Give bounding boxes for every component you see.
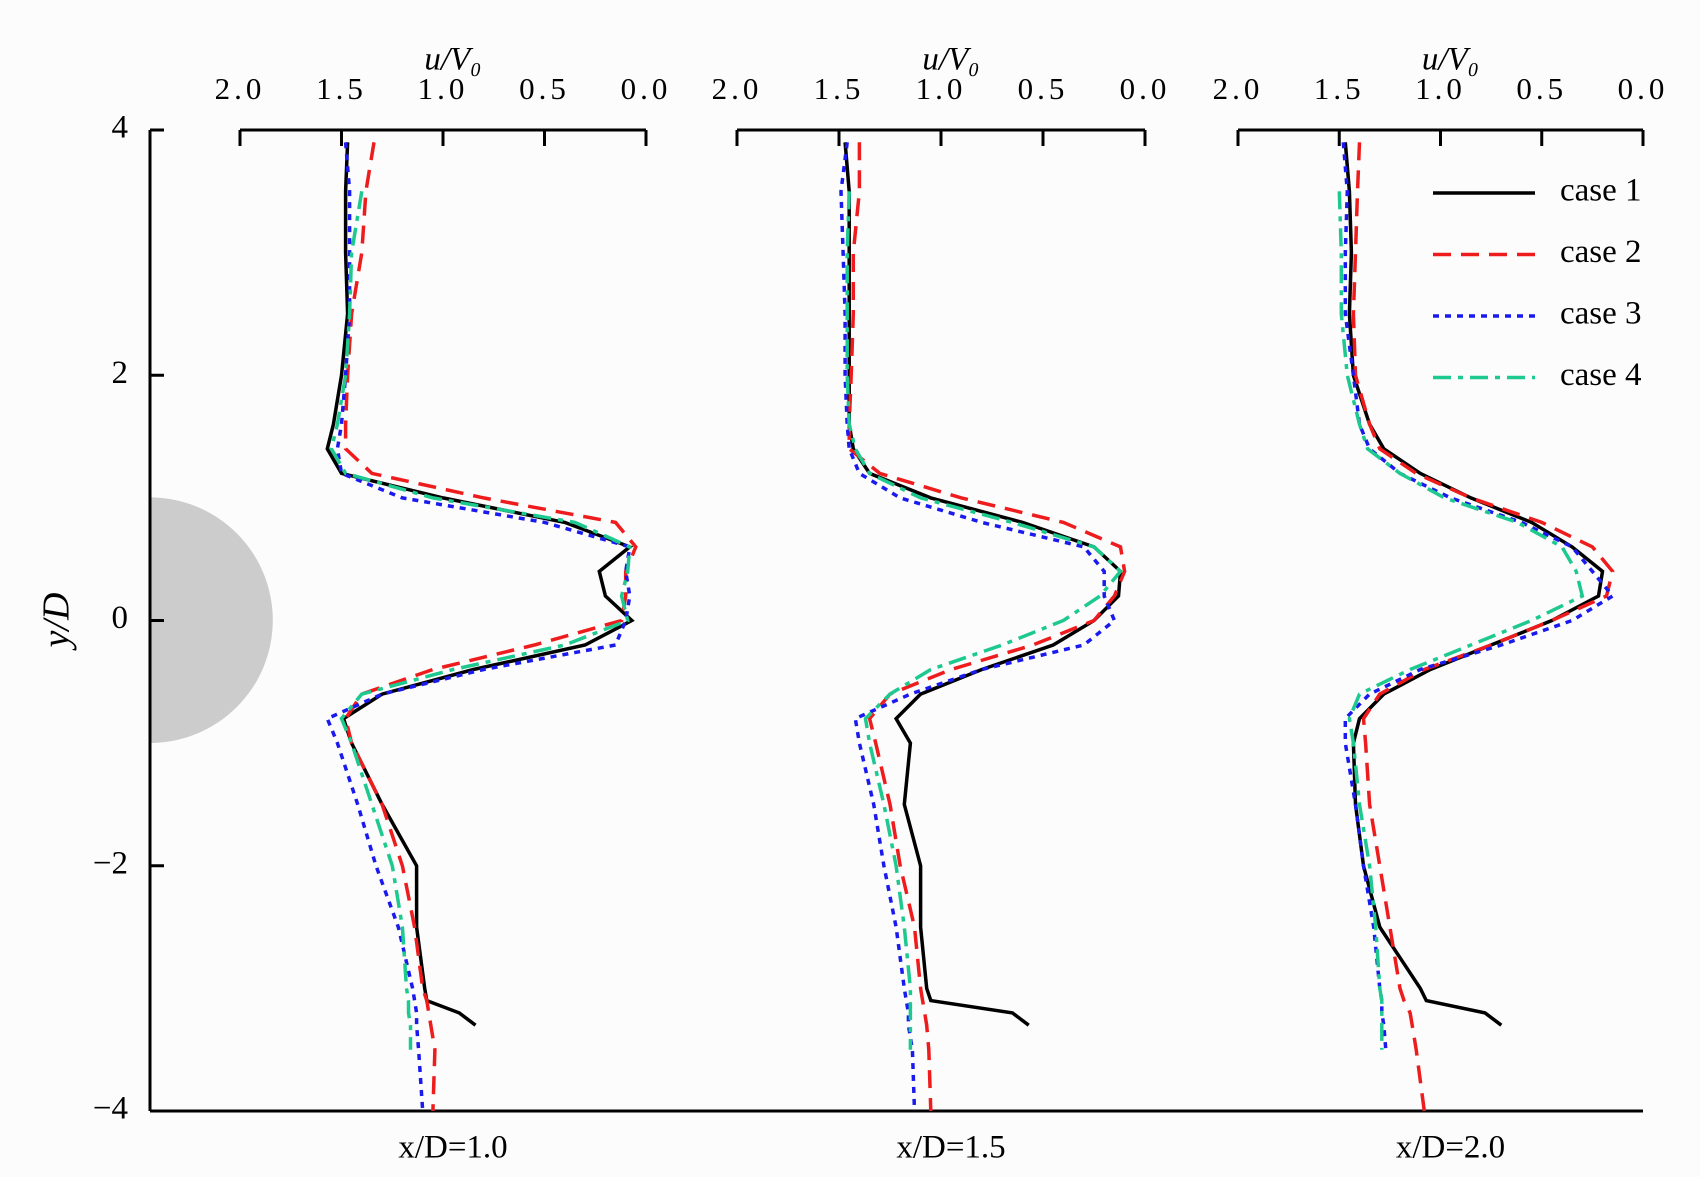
x-tick-label: 1.5 — [316, 71, 367, 106]
profile-line — [343, 142, 638, 1112]
legend-label: case 1 — [1560, 173, 1642, 209]
x-tick-label: 1.0 — [418, 71, 469, 106]
x-axis-label: u/V₀ — [424, 42, 481, 78]
y-axis-label: y/D — [36, 593, 78, 652]
profile-line — [847, 142, 1127, 1112]
x-tick-label: 0.5 — [519, 71, 570, 106]
legend-label: case 4 — [1560, 357, 1642, 393]
profile-line — [845, 191, 1123, 1050]
profile-line — [1341, 142, 1616, 1050]
profile-line — [839, 142, 1117, 1112]
y-tick-label: −4 — [93, 1091, 128, 1127]
x-tick-label: 0.0 — [1618, 71, 1669, 106]
profile-line — [325, 142, 635, 1027]
x-tick-label: 0.5 — [1516, 71, 1567, 106]
y-tick-label: 0 — [112, 600, 129, 636]
panel-label: x/D=1.5 — [896, 1130, 1005, 1166]
panel-label: x/D=1.0 — [398, 1130, 507, 1166]
profile-line — [1337, 191, 1585, 1050]
y-tick-label: 4 — [112, 110, 129, 146]
x-axis-label: u/V₀ — [922, 42, 979, 78]
x-tick-label: 2.0 — [215, 71, 266, 106]
cylinder — [150, 497, 273, 743]
x-tick-label: 1.5 — [1314, 71, 1365, 106]
x-axis-label: u/V₀ — [1422, 42, 1479, 78]
y-tick-label: −2 — [93, 845, 128, 881]
legend-label: case 3 — [1560, 296, 1642, 332]
profile-line — [1343, 142, 1605, 1027]
profile-line — [325, 142, 632, 1112]
x-tick-label: 1.5 — [814, 71, 865, 106]
x-tick-label: 1.0 — [1415, 71, 1466, 106]
profile-line — [329, 191, 632, 1050]
x-tick-label: 2.0 — [1213, 71, 1264, 106]
legend-label: case 2 — [1560, 234, 1642, 270]
x-tick-label: 1.0 — [916, 71, 967, 106]
y-tick-label: 2 — [112, 355, 129, 391]
x-tick-label: 0.0 — [1120, 71, 1171, 106]
x-tick-label: 2.0 — [712, 71, 763, 106]
x-tick-label: 0.0 — [621, 71, 672, 106]
panel-label: x/D=2.0 — [1396, 1130, 1505, 1166]
x-tick-label: 0.5 — [1018, 71, 1069, 106]
profile-line — [1351, 142, 1615, 1112]
profile-line — [843, 142, 1123, 1027]
